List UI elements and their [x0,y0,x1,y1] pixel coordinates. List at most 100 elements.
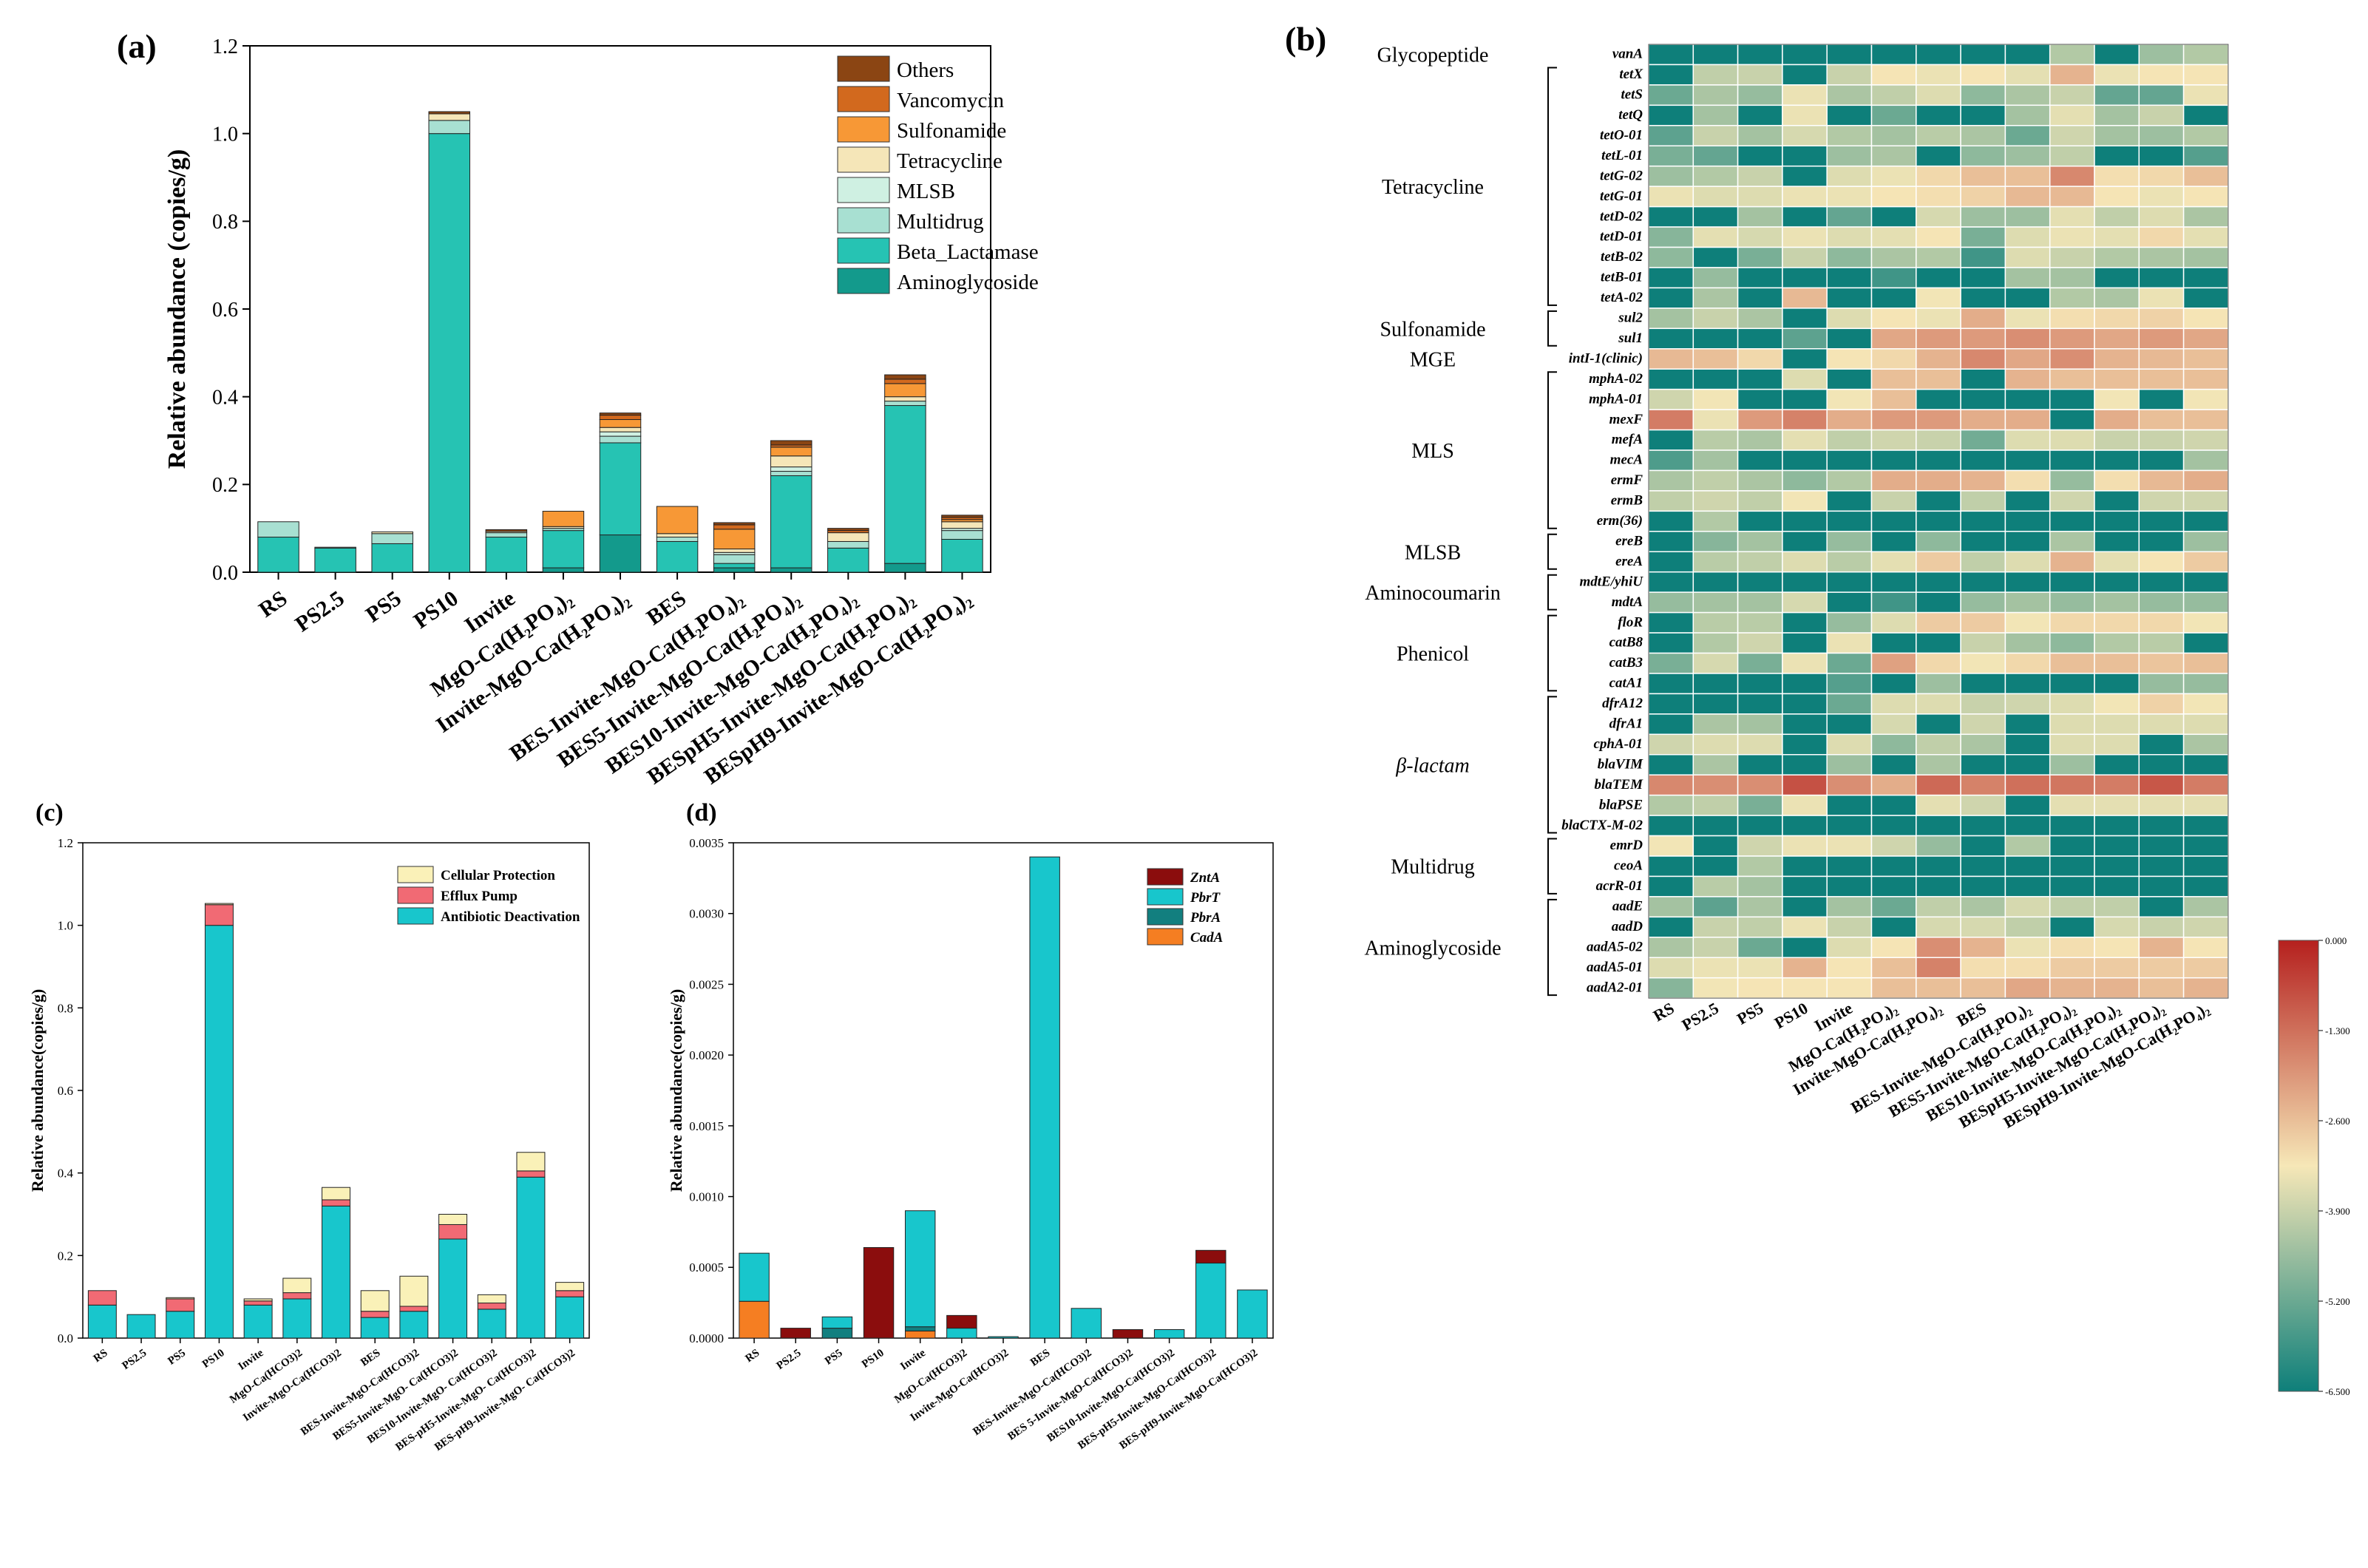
heatmap-cell [1960,551,2006,573]
heatmap-cell [1960,774,2006,796]
heatmap-cell [2049,348,2095,370]
heatmap-cell [1737,937,1783,959]
heatmap-cell [1916,713,1961,736]
heatmap-cell [2138,754,2185,775]
heatmap-cell [1737,977,1783,999]
heatmap-cell [1960,388,2006,410]
heatmap-cell [2138,957,2185,979]
heatmap-cell [1916,469,1961,492]
heatmap-cell [2004,388,2051,410]
heatmap-cell [2182,246,2229,268]
heatmap-cell [1826,733,1873,756]
heatmap-cell [2004,409,2051,431]
heatmap-cell [1916,388,1961,410]
y-tick-label: 0.4 [212,386,238,409]
heatmap-cell [2182,673,2229,695]
bar-EffluxPump [87,1290,117,1306]
heatmap-cell [2138,774,2185,796]
heatmap-cell [1648,84,1694,106]
legend-swatch-AntibioticDeactivation [397,907,434,925]
heatmap-cell [1648,652,1694,674]
heatmap-cell [1870,388,1917,410]
row-label: tetQ [1618,107,1643,123]
heatmap-cell [1737,226,1783,248]
heatmap-cell [2182,125,2229,147]
row-label: sul2 [1618,310,1643,326]
heatmap-cell [1648,165,1694,187]
x-tick-label: BES [1028,1347,1052,1368]
bar-Beta_Lactamase [827,547,869,573]
bar-Sulfonamide [884,383,926,398]
heatmap-cell [1737,145,1783,167]
heatmap-cell [1960,348,2006,370]
heatmap-cell [2094,368,2140,390]
heatmap-cell [2138,490,2185,512]
heatmap-cell [1737,469,1783,492]
heatmap-cell [1870,815,1917,837]
heatmap-cell [2004,226,2051,248]
row-label: aadA5-01 [1587,960,1643,975]
heatmap-cell [2138,733,2185,756]
heatmap-cell [1692,977,1739,999]
heatmap-cell [2049,713,2095,736]
heatmap-cell [2004,754,2051,775]
heatmap-cell [2049,44,2095,66]
heatmap-cell [1782,226,1828,248]
bar-Tetracycline [941,521,983,529]
group-label: β-lactam [1395,754,1469,777]
heatmap-cell [1737,206,1783,228]
heatmap-cell [2094,206,2140,228]
heatmap-cell [2094,916,2140,938]
bar-Others [770,440,812,446]
legend-swatch-Vancomycin [837,86,890,112]
heatmap-cell [1826,125,1873,147]
heatmap-cell [1870,977,1917,999]
bar-Multidrug [941,530,983,540]
heatmap-cell [1960,84,2006,106]
heatmap-cell [1782,246,1828,268]
group-label: MLSB [1405,541,1461,564]
heatmap-cell [1826,571,1873,593]
bar-EffluxPump [322,1199,350,1206]
bar-Beta_Lactamase [257,537,299,573]
x-tick-label: BES [359,1347,382,1368]
y-tick-label: 0.6 [58,1084,73,1098]
bar-PbrT [1237,1289,1268,1339]
heatmap-cell [1692,875,1739,897]
heatmap-cell [2049,531,2095,552]
bar-PbrT [946,1328,977,1339]
bar-Beta_Lactamase [428,133,471,573]
heatmap-cell [1826,673,1873,695]
bar-Multidrug [371,533,413,544]
heatmap-cell [1960,754,2006,775]
heatmap-cell [1870,571,1917,593]
heatmap-cell [1648,409,1694,431]
heatmap-cell [2004,896,2051,918]
heatmap-cell [2049,632,2095,654]
heatmap-cell [1870,104,1917,126]
heatmap-cell [2004,449,2051,472]
heatmap-cell [1916,591,1961,614]
heatmap-cell [2004,308,2051,330]
heatmap-cell [2138,815,2185,837]
bar-CellularProtection [438,1214,468,1225]
legend-label: ZntA [1190,870,1220,886]
heatmap-cell [2049,64,2095,86]
heatmap-cell [2182,409,2229,431]
heatmap-cell [1870,44,1917,66]
heatmap-cell [2138,794,2185,816]
row-label: blaCTX-M-02 [1561,818,1643,833]
bar-AntibioticDeactivation [477,1309,506,1339]
heatmap-cell [1960,226,2006,248]
heatmap-cell [2138,84,2185,106]
heatmap-cell [2004,571,2051,593]
heatmap-cell [1737,855,1783,878]
heatmap-cell [1737,531,1783,552]
heatmap-cell [2004,327,2051,350]
heatmap-cell [2182,977,2229,999]
heatmap-cell [2094,896,2140,918]
colorbar-tick-label: 0.000 [2325,935,2347,946]
group-label: Aminoglycoside [1364,937,1501,960]
bar-CellularProtection [282,1277,312,1294]
